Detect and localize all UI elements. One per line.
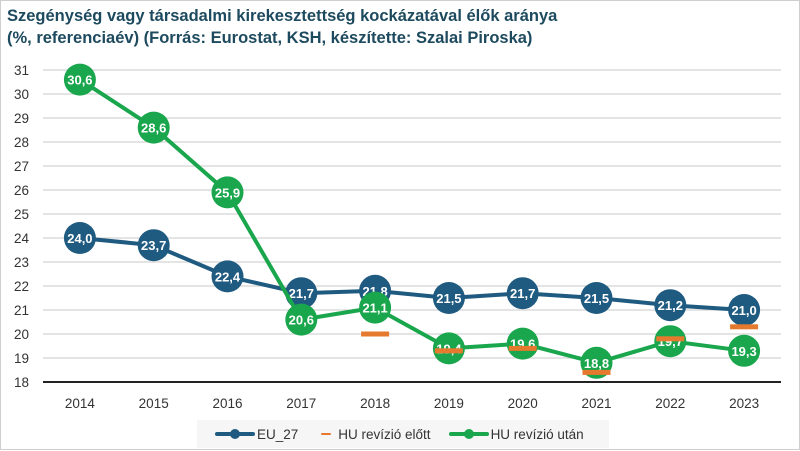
data-point[interactable] — [211, 176, 244, 209]
x-tick-label: 2016 — [212, 396, 242, 411]
series-layer: 24,0 23,722,421,7 21,8 21,5 21,7 21,5 21,2 21,0… — [63, 63, 761, 379]
x-tick-label: 2019 — [434, 396, 464, 411]
x-tick-label: 2022 — [655, 396, 685, 411]
grid-lines — [43, 69, 781, 383]
dash-marker[interactable] — [730, 324, 759, 330]
y-tick-label: 26 — [14, 183, 29, 198]
y-tick-label: 20 — [14, 327, 29, 342]
legend: EU_27 HU revízió előtt HU revízió után — [197, 420, 609, 448]
x-tick-label: 2018 — [360, 396, 390, 411]
data-point[interactable] — [63, 63, 96, 96]
legend-label: EU_27 — [257, 426, 299, 442]
y-axis-ticks: 18 19 20 21 22 23 24 25 26 27 28 29 30 31 — [14, 63, 30, 390]
y-tick-label: 30 — [14, 87, 29, 102]
data-point[interactable] — [63, 222, 96, 254]
data-point[interactable] — [654, 289, 687, 322]
x-tick-label: 2023 — [729, 396, 759, 411]
data-label: 30,6 — [67, 73, 92, 88]
data-point[interactable] — [359, 291, 392, 324]
data-label: 20,6 — [289, 313, 314, 328]
series-hu-rev-zi-el-tt — [361, 324, 759, 375]
legend-dash-icon — [316, 428, 336, 440]
chart-title-line-2: (%, referenciaév) (Forrás: Eurostat, KSH… — [7, 29, 533, 47]
data-point[interactable] — [728, 294, 761, 326]
data-point[interactable] — [506, 277, 539, 310]
dash-marker[interactable] — [508, 345, 537, 351]
data-label: 24,0 — [67, 231, 92, 246]
y-tick-label: 28 — [14, 135, 29, 150]
series-line — [79, 236, 745, 312]
y-tick-label: 23 — [14, 255, 29, 270]
x-tick-label: 2020 — [508, 396, 538, 411]
legend-item-hu-before[interactable]: HU revízió előtt — [316, 426, 431, 442]
y-tick-label: 31 — [14, 63, 29, 78]
data-label: 18,8 — [584, 356, 609, 371]
data-point[interactable] — [506, 327, 539, 360]
data-point[interactable] — [580, 282, 613, 314]
legend-line-marker-icon — [215, 428, 255, 440]
y-tick-label: 22 — [14, 279, 29, 294]
data-label: 21,2 — [658, 298, 683, 313]
data-point[interactable] — [211, 260, 244, 293]
data-label: 21,1 — [362, 301, 387, 316]
data-label: 19,3 — [731, 344, 756, 359]
y-tick-label: 27 — [14, 159, 29, 174]
dash-marker[interactable] — [656, 336, 685, 342]
data-label: 21,0 — [731, 303, 756, 318]
x-tick-label: 2014 — [65, 396, 96, 411]
y-tick-label: 21 — [14, 303, 29, 318]
data-label: 22,4 — [215, 269, 241, 284]
series-eu-27: 24,0 23,722,421,7 21,8 21,5 21,7 21,5 21,2 21,0 — [63, 222, 761, 326]
data-label: 23,7 — [141, 238, 166, 253]
data-point[interactable] — [432, 282, 465, 314]
y-tick-label: 25 — [14, 207, 29, 222]
y-tick-label: 19 — [14, 351, 29, 366]
data-point[interactable] — [137, 111, 170, 144]
x-tick-label: 2015 — [139, 396, 169, 411]
data-point[interactable] — [285, 303, 318, 336]
legend-label: HU revízió előtt — [338, 426, 431, 442]
dash-marker[interactable] — [434, 348, 463, 354]
y-tick-label: 18 — [14, 375, 29, 390]
y-tick-label: 29 — [14, 111, 29, 126]
data-point[interactable] — [137, 229, 170, 262]
data-label: 21,7 — [289, 286, 314, 301]
y-tick-label: 24 — [14, 231, 30, 246]
legend-line-marker-icon — [448, 428, 489, 440]
data-label: 28,6 — [141, 121, 166, 136]
series-hu-rev-zi-ut-n: 30,628,625,920,621,119,419,618,819,719,3 — [63, 63, 761, 379]
data-label: 21,7 — [510, 286, 535, 301]
series-line — [78, 77, 745, 365]
x-axis-ticks: 2014 2015 2016 2017 2018 2019 2020 2021 2022 2023 — [65, 396, 759, 411]
x-tick-label: 2017 — [286, 396, 316, 411]
legend-item-eu27[interactable]: EU_27 — [215, 427, 298, 442]
dash-marker[interactable] — [582, 369, 611, 375]
x-tick-label: 2021 — [581, 396, 611, 411]
chart-title: Szegénység vagy társadalmi kirekesztetts… — [7, 5, 787, 49]
legend-item-hu-after[interactable]: HU revízió után — [448, 426, 584, 442]
data-label: 25,9 — [215, 185, 240, 200]
data-point[interactable] — [285, 277, 318, 310]
data-label: 21,5 — [436, 291, 461, 306]
dash-marker[interactable] — [361, 331, 390, 337]
chart-title-line-1: Szegénység vagy társadalmi kirekesztetts… — [7, 7, 558, 25]
data-label: 21,5 — [584, 291, 609, 306]
legend-label: HU revízió után — [490, 426, 584, 442]
data-point[interactable] — [728, 334, 761, 367]
